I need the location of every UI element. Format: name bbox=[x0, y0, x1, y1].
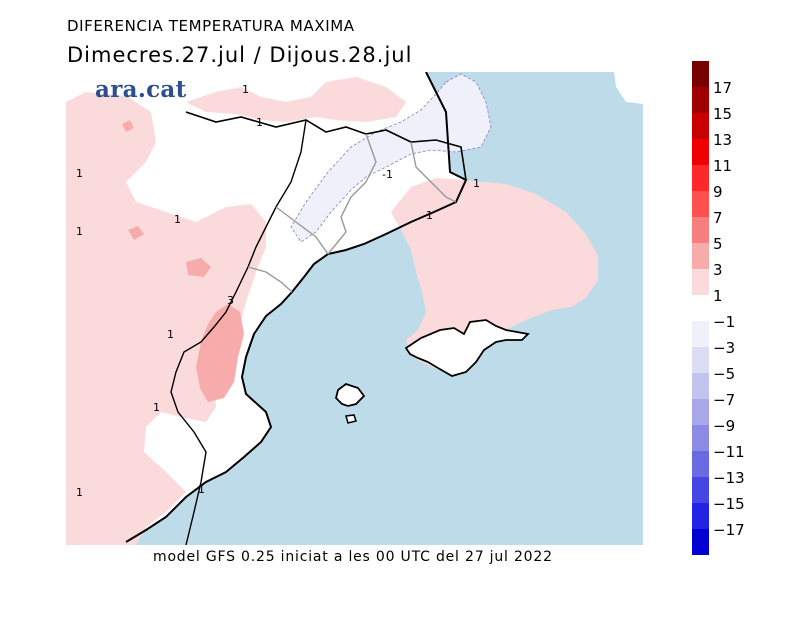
island-major bbox=[404, 319, 530, 377]
contour-label: 1 bbox=[76, 225, 83, 238]
legend-tick-label: −1 bbox=[713, 313, 736, 331]
warm-spot-3 bbox=[122, 120, 134, 132]
contour-label: 1 bbox=[256, 116, 263, 129]
contour-label: -1 bbox=[382, 168, 393, 181]
contour-label: 1 bbox=[76, 486, 83, 499]
contour-label: 1 bbox=[174, 213, 181, 226]
contour-label: 1 bbox=[426, 209, 433, 222]
legend-tick-label: −11 bbox=[713, 443, 745, 461]
coastline-main bbox=[125, 72, 468, 543]
contour-label: 3 bbox=[227, 294, 234, 307]
date-range: Dimecres.27.jul / Dijous.28.jul bbox=[67, 43, 413, 67]
legend-swatch bbox=[692, 451, 709, 477]
contour-label: 1 bbox=[242, 83, 249, 96]
legend-tick-label: −5 bbox=[713, 365, 736, 383]
legend-tick-label: −15 bbox=[713, 495, 745, 513]
legend-swatch bbox=[692, 399, 709, 425]
legend-swatch bbox=[692, 321, 709, 347]
island-small bbox=[345, 414, 357, 424]
warm-core-3 bbox=[196, 304, 244, 402]
legend-tick-label: −17 bbox=[713, 521, 745, 539]
chart-title: DIFERENCIA TEMPERATURA MAXIMA bbox=[67, 17, 355, 35]
warm-spot-1 bbox=[186, 258, 211, 277]
legend-tick-label: 5 bbox=[713, 235, 723, 253]
legend-swatch bbox=[692, 139, 709, 165]
land-ne bbox=[614, 72, 643, 104]
legend-tick-label: 11 bbox=[713, 157, 733, 175]
legend-swatch bbox=[692, 113, 709, 139]
contour-label: 1 bbox=[198, 483, 205, 496]
legend-swatch bbox=[692, 529, 709, 555]
legend-swatch bbox=[692, 191, 709, 217]
cold-region bbox=[290, 73, 492, 243]
contour-label: 1 bbox=[473, 177, 480, 190]
legend-swatch bbox=[692, 269, 709, 295]
legend-swatch bbox=[692, 87, 709, 113]
legend-swatch bbox=[692, 243, 709, 269]
legend-tick-label: 15 bbox=[713, 105, 733, 123]
legend-tick-label: 3 bbox=[713, 261, 723, 279]
warm-band-top bbox=[186, 77, 406, 122]
warm-region-west bbox=[66, 92, 266, 545]
contour-label: 1 bbox=[76, 167, 83, 180]
model-info: model GFS 0.25 iniciat a les 00 UTC del … bbox=[153, 549, 553, 565]
border-west bbox=[170, 119, 307, 545]
border-national bbox=[185, 111, 467, 181]
brand-logo[interactable]: ara.cat bbox=[95, 76, 187, 103]
legend-tick-label: 17 bbox=[713, 79, 733, 97]
legend-swatch bbox=[692, 61, 709, 87]
legend-tick-label: 7 bbox=[713, 209, 723, 227]
legend-swatch bbox=[692, 347, 709, 373]
contour-label: 1 bbox=[167, 328, 174, 341]
legend-tick-label: −9 bbox=[713, 417, 736, 435]
legend-swatch bbox=[692, 165, 709, 191]
warm-region-east bbox=[391, 178, 598, 372]
legend-tick-label: 9 bbox=[713, 183, 723, 201]
legend-swatch bbox=[692, 217, 709, 243]
land-area bbox=[66, 72, 466, 545]
legend-tick-label: −3 bbox=[713, 339, 736, 357]
legend-swatch bbox=[692, 477, 709, 503]
warm-spot-2 bbox=[128, 226, 144, 240]
color-legend-bar bbox=[692, 61, 709, 555]
border-internal bbox=[247, 133, 457, 293]
contour-label: 1 bbox=[153, 401, 160, 414]
legend-tick-label: −7 bbox=[713, 391, 736, 409]
island-minor bbox=[335, 382, 366, 407]
temperature-map: 1 1 1 1 1 3 1 1 1 1 1 1 -1 bbox=[66, 72, 643, 545]
legend-swatch bbox=[692, 425, 709, 451]
legend-tick-label: 1 bbox=[713, 287, 723, 305]
legend-swatch bbox=[692, 373, 709, 399]
legend-tick-label: −13 bbox=[713, 469, 745, 487]
legend-swatch bbox=[692, 503, 709, 529]
legend-tick-label: 13 bbox=[713, 131, 733, 149]
